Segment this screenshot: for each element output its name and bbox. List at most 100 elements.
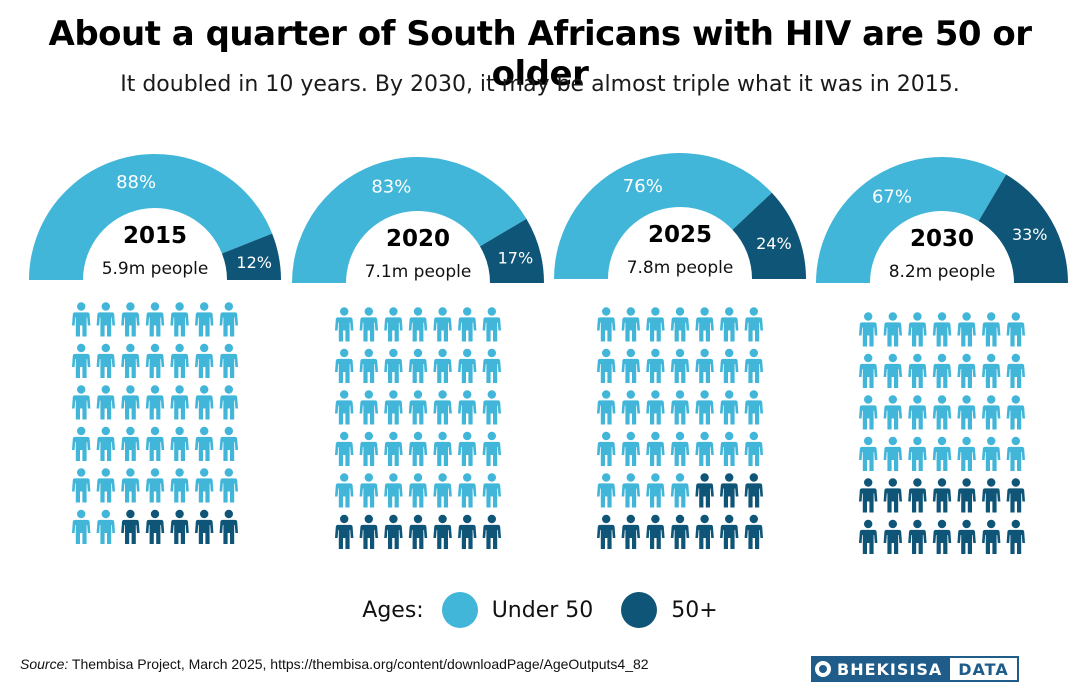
person-body (458, 524, 477, 549)
person-icon-50plus (121, 509, 140, 544)
person-icon-under50 (195, 385, 214, 420)
gauge-under50-label: 88% (116, 172, 156, 193)
person-body (1006, 488, 1025, 513)
person-body (458, 400, 477, 425)
person-head (602, 390, 611, 399)
person-body (408, 317, 428, 342)
person-head (962, 436, 971, 446)
person-head (700, 348, 709, 358)
person-body (932, 488, 952, 513)
person-body (621, 441, 640, 466)
person-head (987, 436, 996, 446)
person-head (626, 431, 635, 441)
person-body (96, 312, 115, 337)
gauge-year-label: 2020 (386, 226, 450, 252)
person-head (725, 307, 734, 316)
logo-right: DATA (948, 656, 1019, 682)
gauge-people-label: 7.1m people (365, 262, 472, 282)
person-head (340, 514, 349, 524)
person-icon-under50 (646, 307, 665, 342)
legend-label: Ages: (362, 597, 424, 623)
person-head (725, 390, 734, 399)
person-body (195, 436, 214, 461)
person-icon-50plus (720, 473, 739, 508)
person-body (145, 353, 165, 378)
person-body (96, 478, 115, 503)
person-head (888, 478, 897, 487)
person-head (651, 473, 660, 482)
person-icon-under50 (145, 385, 165, 420)
person-head (626, 348, 635, 358)
person-body (670, 441, 690, 466)
person-head (200, 509, 209, 519)
person-head (364, 431, 373, 441)
person-icon-under50 (670, 307, 690, 342)
person-head (150, 302, 160, 311)
person-body (646, 400, 665, 425)
person-head (463, 514, 472, 524)
person-head (389, 307, 398, 316)
person-body (458, 358, 477, 383)
person-icon-under50 (121, 385, 140, 420)
person-body (859, 322, 878, 347)
person-icon-under50 (1006, 353, 1025, 388)
person-head (987, 478, 996, 487)
person-body (670, 317, 690, 342)
person-body (408, 358, 428, 383)
person-icon-under50 (170, 468, 189, 503)
person-icon-under50 (646, 348, 665, 383)
person-head (700, 390, 709, 399)
person-icon-50plus (384, 514, 403, 549)
person-icon-under50 (932, 395, 952, 430)
person-head (962, 519, 971, 529)
person-body (720, 358, 739, 383)
person-body (72, 395, 91, 420)
person-head (602, 307, 611, 316)
person-head (1011, 353, 1020, 363)
person-head (413, 348, 423, 358)
chart-title: About a quarter of South Africans with H… (48, 14, 1033, 94)
person-body (433, 317, 452, 342)
person-head (224, 426, 233, 436)
logo-left: BHEKISISA (811, 656, 949, 682)
person-icon-50plus (908, 478, 927, 513)
person-icon-under50 (195, 343, 214, 378)
person-head (463, 431, 472, 441)
person-icon-under50 (433, 307, 452, 342)
person-icon-under50 (982, 395, 1001, 430)
person-body (982, 363, 1001, 388)
person-body (932, 363, 952, 388)
person-head (913, 312, 922, 321)
person-icon-under50 (433, 431, 452, 466)
person-icon-under50 (458, 307, 477, 342)
legend-over50-label: 50+ (671, 597, 718, 623)
person-head (364, 473, 373, 482)
gauge-over50-arc (479, 218, 544, 283)
person-icon-50plus (621, 514, 640, 549)
person-icon-under50 (695, 307, 714, 342)
person-body (219, 312, 238, 337)
person-icon-under50 (482, 348, 501, 383)
person-icon-under50 (482, 307, 501, 342)
person-body (695, 358, 714, 383)
person-head (224, 509, 233, 519)
person-head (987, 395, 996, 404)
person-icon-50plus (982, 519, 1001, 554)
person-head (413, 473, 423, 482)
person-body (121, 519, 140, 544)
person-icon-50plus (670, 514, 690, 549)
person-icon-50plus (883, 519, 902, 554)
person-icon-under50 (458, 473, 477, 508)
person-head (340, 307, 349, 316)
person-head (962, 312, 971, 321)
person-head (77, 385, 86, 394)
person-icon-under50 (170, 302, 189, 337)
gauge-under50-arc (292, 157, 527, 283)
person-icon-under50 (957, 312, 976, 347)
person-icon-50plus (695, 514, 714, 549)
person-body (433, 524, 452, 549)
person-icon-under50 (957, 436, 976, 471)
person-body (458, 483, 477, 508)
person-icon-under50 (670, 390, 690, 425)
person-body (744, 317, 763, 342)
